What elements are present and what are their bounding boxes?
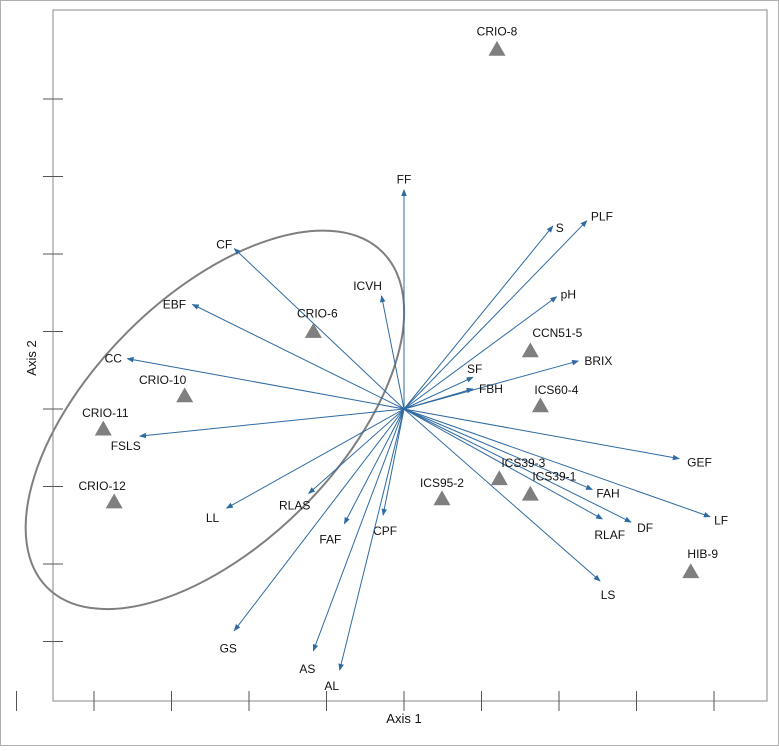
vector-ll [225,408,405,509]
vector-ph [403,296,558,410]
vector-ebf [191,303,405,410]
point-label-crio-6: CRIO-6 [297,307,338,321]
vector-label-cf: CF [216,238,232,252]
vector-label-fsls: FSLS [111,439,141,453]
vector-label-cpf: CPF [373,524,397,538]
vector-label-fah: FAH [596,487,619,501]
vector-label-df: DF [637,521,653,535]
point-label-ics39-1: ICS39-1 [532,469,576,483]
vector-label-s: S [556,221,564,235]
point-label-crio-10: CRIO-10 [139,373,187,387]
vector-rlaf [403,408,604,520]
point-ics95-2 [433,490,451,506]
vector-lf [403,408,711,518]
vector-gs [233,408,405,632]
point-label-ics60-4: ICS60-4 [534,383,578,397]
vector-label-rlaf: RLAF [594,528,625,542]
vector-cf [233,248,405,410]
vector-ls [403,408,601,582]
vector-fah [403,408,593,491]
point-crio-8 [488,40,506,56]
vector-label-lf: LF [714,514,728,528]
point-label-ics39-3: ICS39-3 [501,456,545,470]
vector-label-ff: FF [397,173,412,187]
point-crio-11 [94,420,112,436]
point-crio-12 [105,493,123,509]
point-label-ccn51-5: CCN51-5 [532,326,582,340]
point-label-ics95-2: ICS95-2 [420,476,464,490]
vector-fsls [139,408,405,439]
vector-fbh [403,387,474,410]
vector-label-ph: pH [561,288,576,302]
vector-icvh [380,295,405,410]
vector-label-brix: BRIX [584,354,612,368]
point-ccn51-5 [521,342,539,358]
vector-as [312,408,405,652]
point-crio-10 [176,387,194,403]
vector-s [403,225,554,410]
vector-label-fbh: FBH [479,382,503,396]
vector-label-ebf: EBF [163,297,186,311]
vector-label-faf: FAF [319,533,341,547]
x-axis-title: Axis 1 [386,711,421,726]
vector-label-rlas: RLAS [279,498,310,512]
point-hib-9 [682,563,700,579]
vector-label-as: AS [299,662,315,676]
vector-rlas [308,408,405,494]
vector-df [403,408,632,523]
vector-cc [126,356,405,410]
vector-label-gef: GEF [687,456,712,470]
point-label-hib-9: HIB-9 [687,547,718,561]
point-label-crio-8: CRIO-8 [477,24,518,38]
vector-al [338,408,405,671]
point-ics60-4 [531,397,549,413]
vector-label-ls: LS [601,588,616,602]
vector-gef [403,408,680,461]
vector-label-al: AL [324,679,339,693]
point-label-crio-12: CRIO-12 [78,479,126,493]
vector-label-plf: PLF [591,210,613,224]
y-axis-ticks [43,98,63,642]
point-ics39-1 [521,485,539,501]
cluster-ellipse-layer [24,229,406,611]
vector-plf [403,220,588,410]
vector-sf [403,376,474,410]
vector-label-cc: CC [105,352,123,366]
vector-label-icvh: ICVH [353,279,382,293]
cluster-ellipse [24,229,406,611]
point-label-crio-11: CRIO-11 [82,406,129,420]
sample-points: CRIO-8 CRIO-6 CCN51-5 ICS60-4 CRIO-10 CRIO-11… [78,24,718,579]
vector-label-gs: GS [220,642,237,656]
y-axis-title: Axis 2 [24,340,39,375]
vector-label-sf: SF [467,362,482,376]
vector-cpf [381,408,405,516]
loading-vectors: FF S PLF pH BRIX SF FBH ICVH CF EBF CC FSLS LL RLAS FA… [105,173,728,693]
point-ics39-3 [490,470,508,486]
x-axis-ticks [16,691,715,711]
vector-label-ll: LL [206,511,220,525]
plot-frame [52,9,768,702]
point-crio-6 [304,323,322,338]
vector-faf [343,408,405,525]
